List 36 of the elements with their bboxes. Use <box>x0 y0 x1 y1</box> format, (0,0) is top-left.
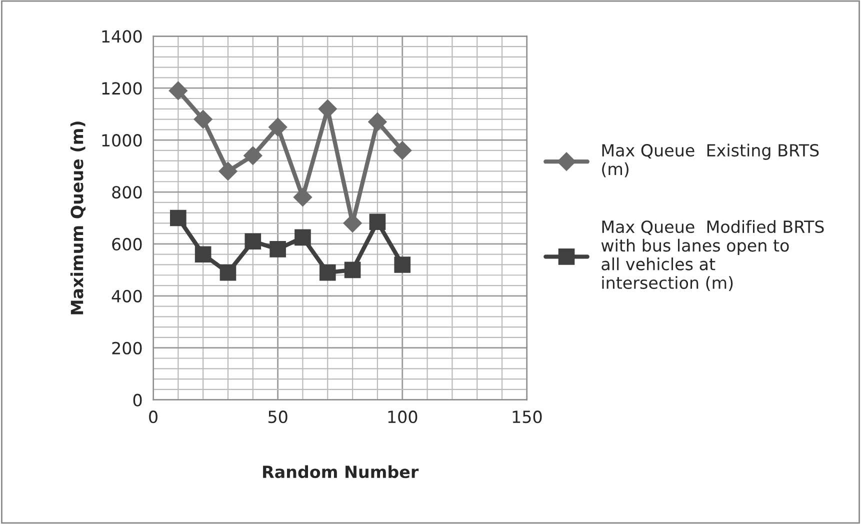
x-tick-label: 100 <box>388 410 418 424</box>
x-tick-label: 50 <box>268 410 288 424</box>
point <box>168 81 188 100</box>
x-tick-label: 150 <box>512 410 542 424</box>
point <box>194 246 212 263</box>
legend-label: Max Queue Existing BRTS (m) <box>602 144 819 178</box>
y-tick-label: 400 <box>112 290 142 302</box>
point <box>194 110 212 129</box>
point <box>270 240 286 258</box>
point <box>394 256 411 273</box>
y-tick-label: 200 <box>112 342 142 354</box>
point <box>244 233 262 250</box>
point <box>318 100 337 118</box>
y-tick-label: 0 <box>133 394 142 406</box>
point <box>293 188 312 207</box>
legend-label: Max Queue Modified BRTS with bus lanes open to all vehicles at intersection (m) <box>601 220 824 292</box>
point <box>368 112 387 132</box>
point <box>393 141 412 160</box>
y-tick-label: 1400 <box>102 30 142 43</box>
y-tick-label: 1000 <box>102 134 142 147</box>
point <box>343 214 362 233</box>
point <box>220 264 236 281</box>
x-tick-label: 0 <box>149 410 158 424</box>
y-tick-label: 1200 <box>102 82 142 95</box>
point <box>244 146 262 165</box>
x-axis-title: Random Number <box>263 465 419 478</box>
y-axis-title: Maximum Queue (m) <box>70 122 86 314</box>
y-tick-label: 800 <box>112 186 142 199</box>
point <box>218 162 238 181</box>
point <box>369 214 386 230</box>
point <box>344 262 361 278</box>
point <box>319 264 336 281</box>
point <box>268 118 288 136</box>
point <box>294 229 311 246</box>
point <box>170 210 186 226</box>
y-tick-label: 600 <box>112 238 142 251</box>
